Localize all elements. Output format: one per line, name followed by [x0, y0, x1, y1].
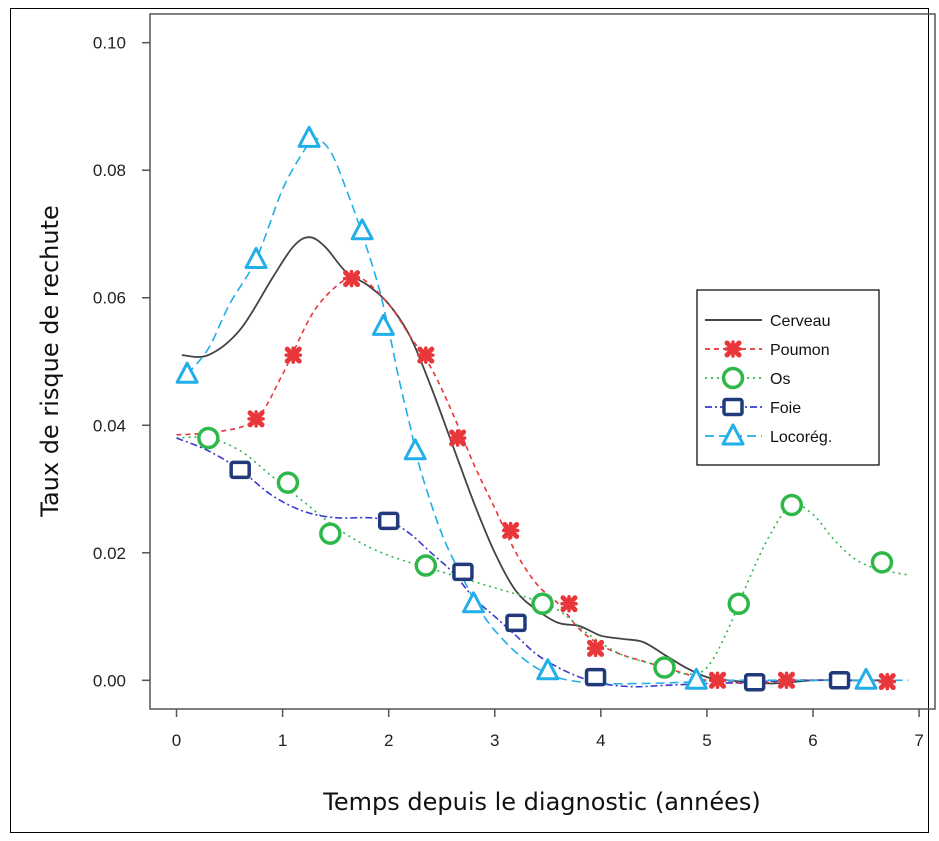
y-tick-label: 0.08: [93, 161, 126, 180]
x-axis-title: Temps depuis le diagnostic (années): [322, 788, 760, 816]
axes: 0.00 0.02 0.04 0.06 0.08 0.10 0 1 2 3 4 5 6 7: [93, 34, 924, 750]
data-point-os: [870, 551, 894, 574]
x-tick-label: 3: [490, 731, 499, 750]
data-point-foie: [229, 460, 251, 480]
data-point-poumon: [501, 521, 520, 540]
y-tick-label: 0.04: [93, 416, 126, 435]
data-point-poumon: [247, 410, 265, 428]
legend-item-os: Os: [705, 366, 790, 390]
data-point-os: [780, 493, 804, 517]
legend-marker-cross: [724, 340, 742, 358]
data-point-os: [414, 554, 438, 577]
x-tick-label: 1: [278, 731, 287, 750]
x-tick-label: 7: [914, 731, 923, 750]
plot-area: [149, 13, 936, 710]
series-line-poumon: [176, 274, 888, 685]
y-tick-label: 0.00: [93, 671, 126, 690]
data-point-locorg: [684, 667, 708, 690]
legend-marker-circle: [721, 366, 745, 390]
data-point-locorg: [175, 361, 199, 384]
data-point-locorg: [403, 438, 427, 461]
data-point-foie: [743, 672, 766, 692]
legend-label: Poumon: [770, 342, 830, 359]
x-tick-label: 6: [808, 731, 817, 750]
data-point-locorg: [350, 218, 374, 241]
x-tick-label: 0: [172, 731, 181, 750]
y-tick-label: 0.06: [93, 289, 126, 308]
legend-label: Cerveau: [770, 313, 830, 330]
data-point-poumon: [878, 672, 897, 691]
legend-item-foie: Foie: [705, 397, 801, 417]
data-point-os: [319, 522, 342, 545]
data-point-foie: [505, 613, 527, 633]
series-line-foie: [176, 437, 877, 688]
data-point-foie: [377, 511, 400, 531]
data-point-locorg: [371, 313, 395, 336]
series-curves: [176, 137, 909, 688]
series-line-cerveau: [181, 236, 888, 685]
series-line-locorg: [186, 137, 909, 685]
data-point-poumon: [284, 346, 302, 364]
data-point-locorg: [297, 125, 321, 148]
data-point-locorg: [536, 658, 560, 681]
data-point-foie: [584, 667, 607, 687]
legend-label: Os: [770, 371, 790, 388]
data-point-poumon: [708, 671, 727, 690]
data-point-foie: [452, 562, 474, 582]
data-point-locorg: [244, 246, 268, 269]
data-point-locorg: [854, 667, 878, 690]
y-axis-title: Taux de risque de rechute: [36, 205, 64, 517]
legend-label: Locorég.: [770, 429, 832, 446]
y-tick-label: 0.10: [93, 34, 126, 53]
legend-item-cerveau: Cerveau: [705, 313, 830, 330]
legend-item-locorg: Locorég.: [705, 423, 832, 446]
data-point-os: [653, 656, 676, 679]
y-tick-label: 0.02: [93, 544, 126, 563]
data-point-os: [727, 592, 750, 616]
legend-marker-triangle: [721, 423, 745, 446]
data-point-locorg: [462, 591, 486, 614]
figure-frame: [10, 8, 929, 833]
data-point-poumon: [342, 269, 361, 288]
data-point-os: [276, 471, 300, 494]
legend-marker-square: [722, 397, 744, 417]
legend-item-poumon: Poumon: [705, 340, 830, 359]
data-point-os: [197, 426, 220, 450]
data-point-poumon: [560, 595, 578, 613]
legend-label: Foie: [770, 400, 801, 417]
series-line-os: [176, 436, 909, 676]
data-point-poumon: [586, 639, 605, 658]
data-point-foie: [828, 671, 851, 690]
series-markers: [175, 125, 897, 692]
data-point-poumon: [448, 429, 467, 447]
x-tick-label: 4: [596, 731, 605, 750]
x-tick-label: 2: [384, 731, 393, 750]
legend: Cerveau Poumon Os Foie Locorég.: [696, 289, 880, 466]
x-tick-label: 5: [702, 731, 711, 750]
data-point-poumon: [417, 346, 435, 364]
data-point-os: [531, 592, 554, 616]
data-point-poumon: [777, 671, 796, 690]
